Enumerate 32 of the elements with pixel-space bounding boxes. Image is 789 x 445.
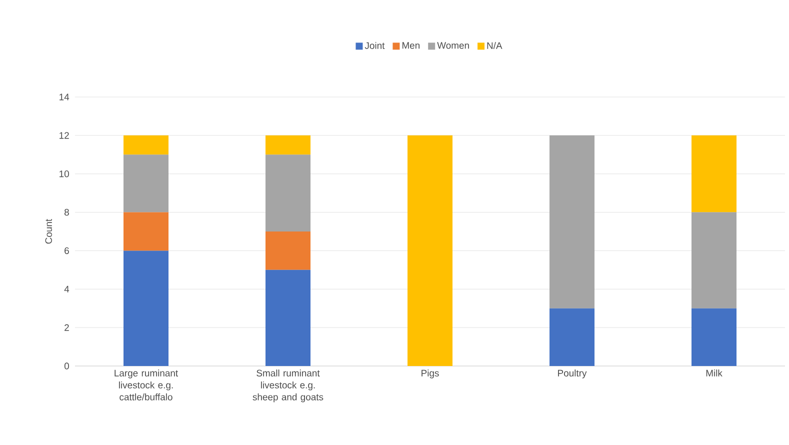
y-tick-label: 10 (60, 170, 69, 178)
y-tick-label: 8 (64, 208, 69, 216)
bar (692, 212, 737, 308)
x-tick-label: Milk (706, 370, 722, 376)
y-tick-label: 12 (60, 132, 69, 139)
legend-label: Joint (364, 42, 385, 49)
legend-label: Men (402, 42, 420, 49)
bar (550, 135, 595, 308)
bar (124, 250, 169, 366)
x-tick-label: Pigs (422, 370, 439, 378)
x-tick-label: Large ruminant livestock e.g. cattle/buffalo (114, 370, 178, 400)
y-tick-label: 0 (64, 362, 69, 370)
y-axis-title: Count (45, 218, 52, 244)
y-tick-label: 4 (64, 286, 70, 292)
bar (408, 135, 453, 366)
x-tick-label: Small ruminant livestock e.g. sheep and goats (252, 370, 324, 402)
bar (266, 232, 311, 270)
y-tick-label: 14 (60, 94, 70, 100)
bar (266, 135, 311, 155)
bar (692, 135, 737, 212)
bar (124, 135, 169, 155)
bar (124, 154, 169, 212)
legend-label: N/A (487, 42, 502, 49)
bar (550, 308, 595, 366)
bar (692, 308, 737, 366)
y-tick-label: 2 (64, 324, 69, 331)
legend-label: Women (437, 42, 469, 49)
bar (266, 154, 311, 232)
y-tick-label: 6 (64, 247, 69, 254)
bar (266, 270, 311, 366)
x-tick-label: Poultry (558, 370, 587, 378)
bar (124, 212, 169, 251)
